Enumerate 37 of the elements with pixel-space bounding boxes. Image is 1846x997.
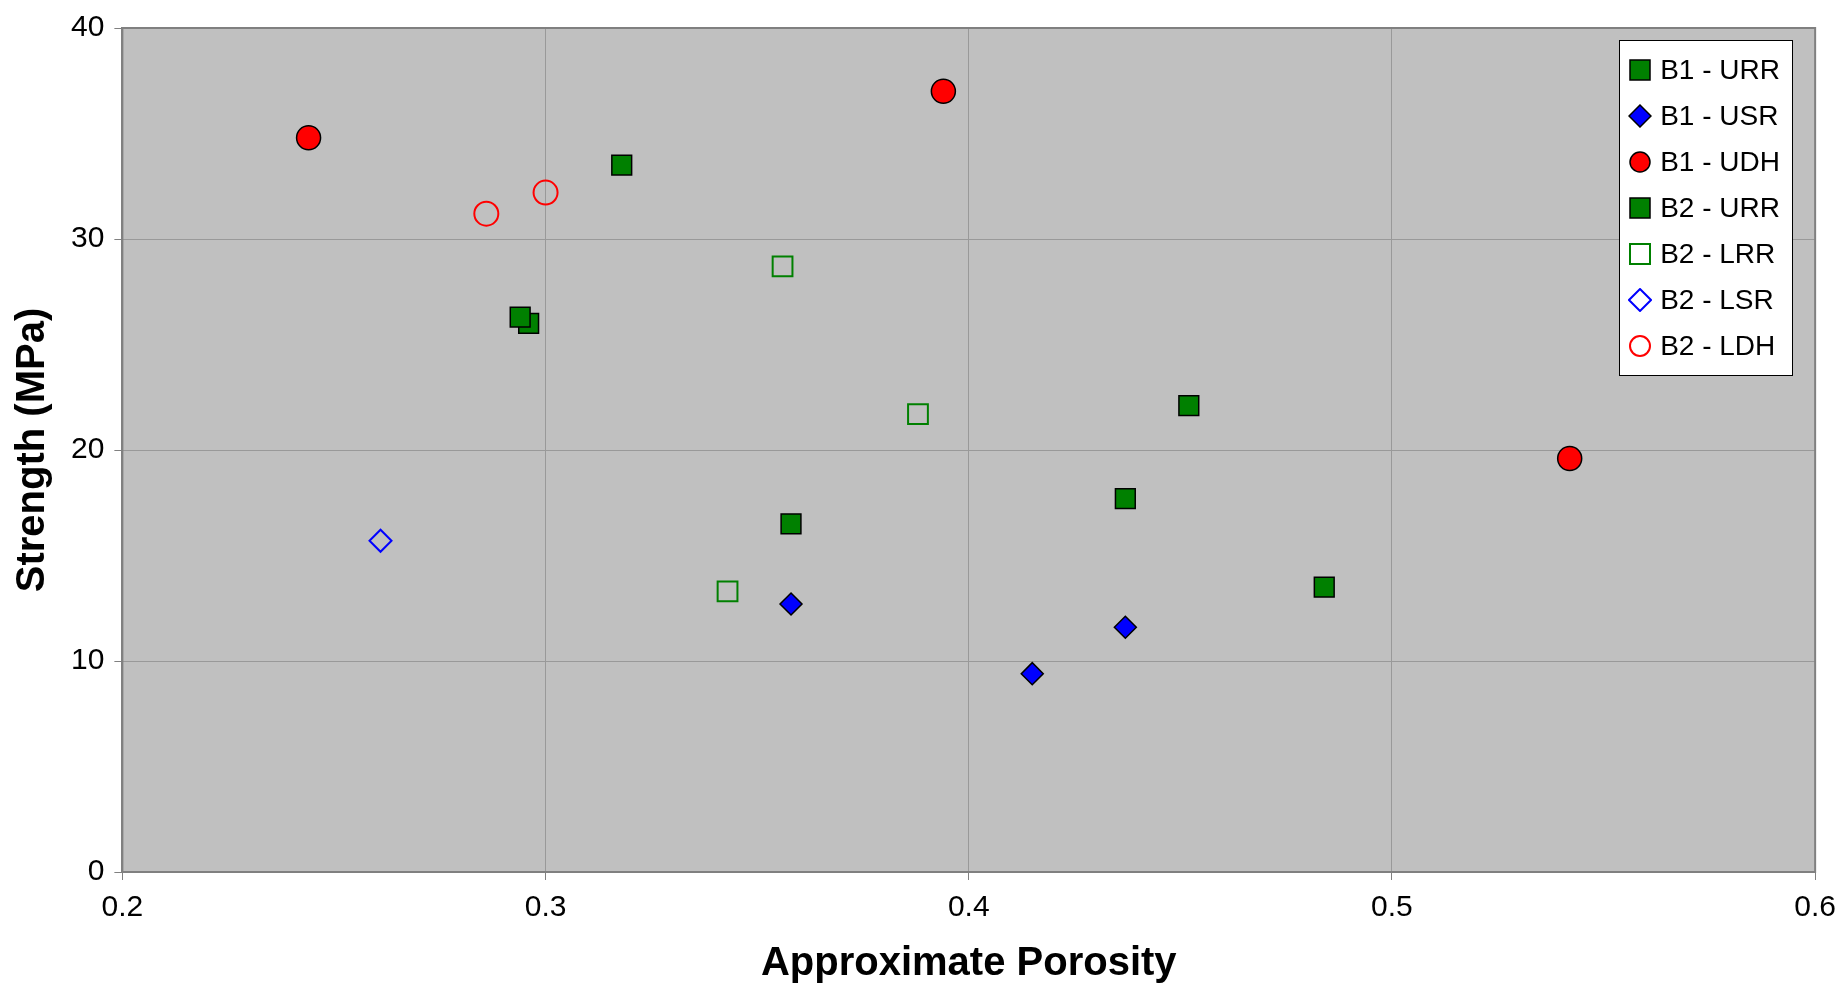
y-tick-label: 40 — [70, 9, 105, 43]
point — [368, 528, 393, 553]
point — [771, 255, 794, 278]
point — [509, 306, 531, 328]
point — [930, 78, 957, 105]
x-tick-label: 0.6 — [1794, 889, 1837, 923]
y-axis-title: Strength (MPa) — [8, 307, 53, 593]
point — [1556, 445, 1583, 472]
point — [780, 513, 802, 535]
point — [907, 403, 929, 426]
legend-label: B2 - LRR — [1660, 237, 1776, 271]
point — [779, 592, 803, 616]
point — [532, 179, 559, 206]
x-tick-label: 0.2 — [101, 889, 144, 923]
point — [1178, 395, 1200, 417]
point — [1020, 661, 1044, 686]
x-tick-label: 0.3 — [524, 889, 567, 923]
point — [611, 154, 633, 176]
x-axis-title: Approximate Porosity — [760, 939, 1178, 984]
y-tick-label: 0 — [87, 853, 105, 887]
legend-label: B1 - URR — [1660, 53, 1780, 87]
x-tick-label: 0.5 — [1371, 889, 1413, 923]
x-tick-label: 0.4 — [947, 889, 990, 923]
y-tick-label: 20 — [70, 431, 105, 465]
point — [1114, 487, 1136, 510]
point — [716, 580, 739, 603]
legend-label: B1 - USR — [1660, 99, 1779, 133]
point — [1313, 576, 1335, 598]
y-tick-label: 10 — [70, 642, 105, 676]
point — [295, 124, 322, 151]
legend-label: B2 - LSR — [1660, 283, 1774, 317]
point — [1113, 615, 1138, 639]
legend-label: B1 - UDH — [1660, 145, 1780, 179]
point — [473, 200, 500, 227]
legend-label: B2 - LDH — [1660, 329, 1776, 363]
legend-label: B2 - URR — [1660, 191, 1780, 225]
y-tick-label: 30 — [70, 220, 105, 254]
